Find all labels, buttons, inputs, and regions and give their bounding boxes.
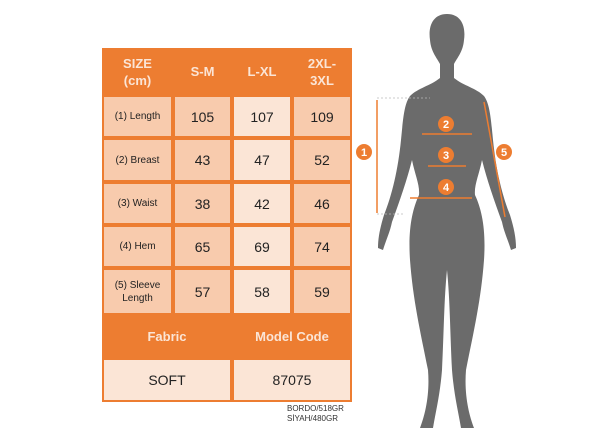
- size-value: 59: [294, 270, 350, 313]
- header-cell: S-M: [190, 64, 215, 79]
- marker-3-label: 3: [443, 150, 449, 162]
- row-label: (3) Waist: [104, 184, 171, 223]
- size-value: 109: [294, 97, 350, 136]
- model-code-header: Model Code: [255, 329, 329, 344]
- sleeve-arrow: [483, 101, 506, 218]
- size-value: 65: [175, 227, 230, 266]
- note-siyah: SİYAH/480GR: [287, 414, 338, 423]
- model-code-value: 87075: [234, 360, 350, 400]
- size-value: 105: [175, 97, 230, 136]
- size-value: 46: [294, 184, 350, 223]
- header-cell: L-XL: [247, 64, 277, 79]
- header-cell: SIZE (cm): [123, 55, 152, 88]
- fabric-header: Fabric: [147, 329, 187, 344]
- size-value: 57: [175, 270, 230, 313]
- marker-3: [438, 147, 454, 163]
- row-label: (5) Sleeve Length: [104, 270, 171, 313]
- marker-2-label: 2: [443, 119, 449, 131]
- marker-1: [356, 144, 372, 160]
- size-value: 69: [234, 227, 290, 266]
- marker-1-label: 1: [361, 147, 367, 159]
- size-value: 107: [234, 97, 290, 136]
- size-value: 38: [175, 184, 230, 223]
- size-value: 58: [234, 270, 290, 313]
- size-value: 43: [175, 140, 230, 180]
- note-bordo: BORDO/518GR: [287, 404, 344, 413]
- marker-5: [496, 144, 512, 160]
- size-value: 74: [294, 227, 350, 266]
- marker-2: [438, 116, 454, 132]
- row-label: (2) Breast: [104, 140, 171, 180]
- header-cell: 2XL- 3XL: [307, 55, 337, 88]
- size-chart-table: SIZE (cm) S-M L-XL 2XL- 3XL (1) Length 105 107…: [102, 48, 352, 402]
- marker-5-label: 5: [501, 147, 507, 159]
- size-value: 52: [294, 140, 350, 180]
- marker-4: [438, 179, 454, 195]
- size-value: 42: [234, 184, 290, 223]
- weight-notes: BORDO/518GR SİYAH/480GR: [287, 404, 344, 424]
- row-label: (4) Hem: [104, 227, 171, 266]
- fabric-value: SOFT: [104, 360, 230, 400]
- silhouette: [378, 14, 516, 428]
- size-value: 47: [234, 140, 290, 180]
- row-label: (1) Length: [104, 97, 171, 136]
- marker-4-label: 4: [443, 182, 450, 194]
